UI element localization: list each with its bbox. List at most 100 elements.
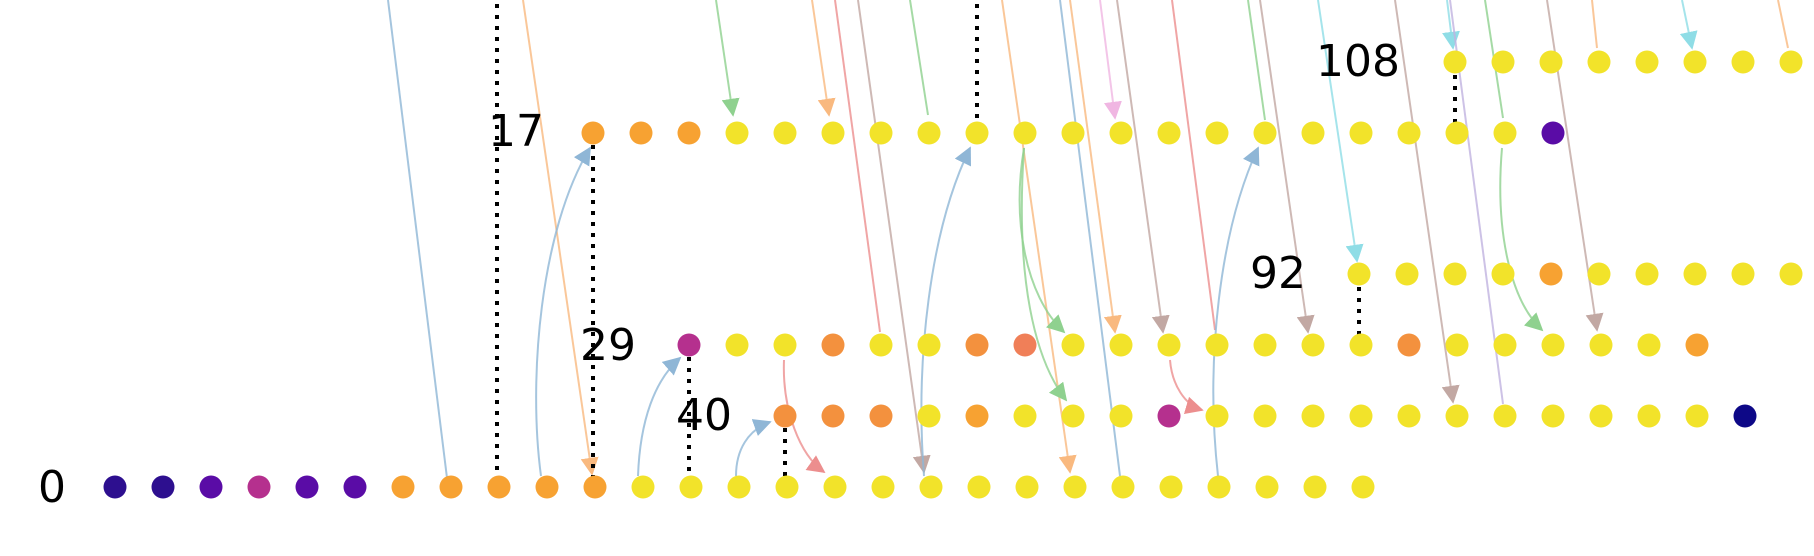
node-lane-40-8 (1158, 405, 1181, 428)
node-lane-92-3 (1492, 263, 1515, 286)
node-lane-0-16 (872, 476, 895, 499)
node-lane-40-17 (1590, 405, 1613, 428)
lane-label-40: 40 (676, 390, 732, 441)
node-lane-29-21 (1686, 334, 1709, 357)
node-lane-0-0 (104, 476, 127, 499)
node-lane-29-9 (1110, 334, 1133, 357)
lane-label-29: 29 (580, 320, 636, 371)
node-lane-0-2 (200, 476, 223, 499)
node-lane-0-22 (1160, 476, 1183, 499)
node-lane-29-7 (1014, 334, 1037, 357)
node-lane-0-1 (152, 476, 175, 499)
arc-blue-lane0-to-lane17 (536, 148, 590, 476)
node-lane-17-4 (774, 122, 797, 145)
node-lane-92-8 (1732, 263, 1755, 286)
lane-label-108: 108 (1316, 36, 1400, 87)
arc-blue-offtop-to-lane0-b (1060, 0, 1120, 476)
node-lane-40-15 (1494, 405, 1517, 428)
node-lane-40-1 (822, 405, 845, 428)
node-lane-29-11 (1206, 334, 1229, 357)
node-lane-108-7 (1780, 51, 1803, 74)
node-lane-29-1 (726, 334, 749, 357)
node-lane-92-1 (1396, 263, 1419, 286)
node-lane-0-11 (632, 476, 655, 499)
node-lane-40-9 (1206, 405, 1229, 428)
node-lane-29-17 (1494, 334, 1517, 357)
arc-red-offtop-to-lane29 (835, 0, 880, 332)
node-lane-17-13 (1206, 122, 1229, 145)
node-lane-17-10 (1062, 122, 1085, 145)
node-lane-17-3 (726, 122, 749, 145)
node-lane-0-5 (344, 476, 367, 499)
node-lane-108-0 (1444, 51, 1467, 74)
node-lane-17-8 (966, 122, 989, 145)
node-lane-17-16 (1350, 122, 1373, 145)
node-lane-17-6 (870, 122, 893, 145)
arc-cyan-offtop-to-lane108-b (1682, 0, 1692, 48)
node-lane-0-8 (488, 476, 511, 499)
node-lane-29-18 (1542, 334, 1565, 357)
node-lane-17-0 (582, 122, 605, 145)
node-lane-0-23 (1208, 476, 1231, 499)
node-lane-0-10 (584, 476, 607, 499)
node-lane-40-6 (1062, 405, 1085, 428)
node-lane-29-14 (1350, 334, 1373, 357)
node-lane-108-5 (1684, 51, 1707, 74)
arc-layer (388, 0, 1788, 478)
node-lane-40-18 (1638, 405, 1661, 428)
node-lane-17-5 (822, 122, 845, 145)
node-lane-17-9 (1014, 122, 1037, 145)
node-lane-29-19 (1590, 334, 1613, 357)
node-lane-0-13 (728, 476, 751, 499)
node-lane-92-4 (1540, 263, 1563, 286)
node-lane-0-12 (680, 476, 703, 499)
node-lane-108-4 (1636, 51, 1659, 74)
node-lane-40-14 (1446, 405, 1469, 428)
node-lane-0-19 (1016, 476, 1039, 499)
node-lane-0-21 (1112, 476, 1135, 499)
node-lane-0-17 (920, 476, 943, 499)
node-lane-29-10 (1158, 334, 1181, 357)
node-lane-92-5 (1588, 263, 1611, 286)
arc-orange-offtop-to-lane0 (523, 0, 592, 474)
node-lane-29-0 (678, 334, 701, 357)
node-lane-40-2 (870, 405, 893, 428)
node-lane-0-20 (1064, 476, 1087, 499)
node-lane-0-18 (968, 476, 991, 499)
node-lane-29-20 (1638, 334, 1661, 357)
node-lane-108-6 (1732, 51, 1755, 74)
node-lane-40-10 (1254, 405, 1277, 428)
node-lane-0-3 (248, 476, 271, 499)
node-lane-92-7 (1684, 263, 1707, 286)
node-lane-17-20 (1542, 122, 1565, 145)
node-lane-0-9 (536, 476, 559, 499)
node-lane-40-5 (1014, 405, 1037, 428)
node-layer (104, 51, 1803, 499)
node-lane-40-7 (1110, 405, 1133, 428)
node-lane-17-19 (1494, 122, 1517, 145)
arc-orange-offtop-to-lane17-a (812, 0, 829, 115)
arc-brown-offtop-to-lane29 (1117, 0, 1163, 332)
node-lane-29-2 (774, 334, 797, 357)
node-lane-92-0 (1348, 263, 1371, 286)
node-lane-40-20 (1734, 405, 1757, 428)
node-lane-40-0 (774, 405, 797, 428)
node-lane-40-13 (1398, 405, 1421, 428)
node-lane-29-5 (918, 334, 941, 357)
node-lane-108-1 (1492, 51, 1515, 74)
node-lane-29-3 (822, 334, 845, 357)
node-lane-29-15 (1398, 334, 1421, 357)
arc-orange-offtop-to-lane108-c (1778, 0, 1788, 48)
arc-blue-lane0-to-lane40 (736, 422, 770, 476)
node-lane-29-12 (1254, 334, 1277, 357)
arc-blue-offtop-to-lane0 (388, 0, 447, 478)
node-lane-17-7 (918, 122, 941, 145)
node-lane-92-2 (1444, 263, 1467, 286)
node-lane-0-6 (392, 476, 415, 499)
node-lane-40-19 (1686, 405, 1709, 428)
node-lane-92-6 (1636, 263, 1659, 286)
node-lane-0-7 (440, 476, 463, 499)
node-lane-17-14 (1254, 122, 1277, 145)
node-lane-92-9 (1780, 263, 1803, 286)
